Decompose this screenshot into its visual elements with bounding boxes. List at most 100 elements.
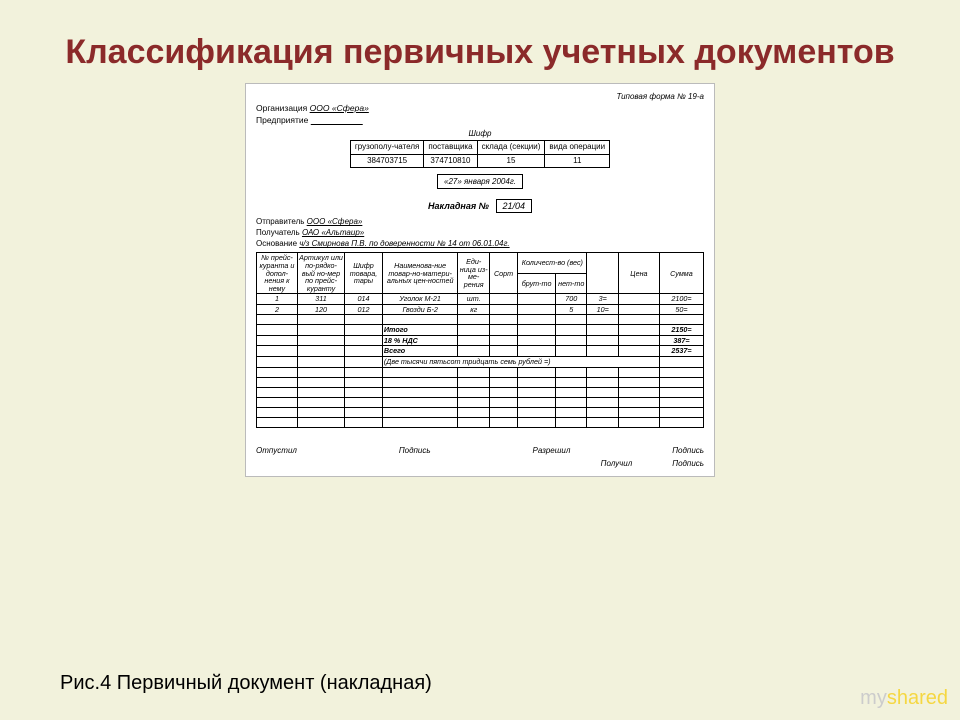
table-cell: 3= (587, 294, 618, 305)
basis-line: Основание ч/з Смирнова П.В. по доверенно… (256, 239, 704, 248)
table-cell (659, 407, 703, 417)
cipher-v2: 15 (477, 154, 545, 168)
table-cell (489, 407, 517, 417)
table-cell (345, 315, 383, 325)
table-cell (556, 397, 587, 407)
table-cell (489, 294, 517, 305)
table-cell (297, 325, 344, 336)
col-header: Еди-ница из-ме-рения (458, 253, 489, 294)
table-cell (556, 367, 587, 377)
table-cell (518, 315, 556, 325)
recipient-value: ОАО «Альтаир» (302, 228, 364, 237)
table-cell: 700 (556, 294, 587, 305)
col-header: № прейс-куранта и допол-нения к нему (257, 253, 298, 294)
table-cell (489, 304, 517, 315)
table-cell: 012 (345, 304, 383, 315)
table-cell (659, 357, 703, 368)
table-cell (458, 346, 489, 357)
table-cell (345, 417, 383, 427)
org-value: ООО «Сфера» (310, 103, 369, 113)
table-cell (489, 367, 517, 377)
table-cell (659, 417, 703, 427)
table-cell (618, 407, 659, 417)
released-value: Подпись (399, 446, 431, 455)
table-cell (297, 357, 344, 368)
figure-caption: Рис.4 Первичный документ (накладная) (60, 672, 432, 695)
subtotal-label: 18 % НДС (382, 335, 458, 346)
table-cell (489, 397, 517, 407)
org-label: Организация (256, 103, 307, 113)
table-cell: шт. (458, 294, 489, 305)
table-cell (518, 325, 556, 336)
table-cell (345, 335, 383, 346)
table-cell (345, 346, 383, 357)
basis-value: ч/з Смирнова П.В. по доверенности № 14 о… (299, 239, 509, 248)
table-cell (489, 315, 517, 325)
table-cell: 1 (257, 294, 298, 305)
table-cell (518, 367, 556, 377)
sender-line: Отправитель ООО «Сфера» (256, 217, 704, 226)
table-cell (257, 315, 298, 325)
table-cell (458, 335, 489, 346)
table-cell (556, 407, 587, 417)
nakl-number: 21/04 (496, 199, 533, 213)
table-cell: 014 (345, 294, 383, 305)
allowed-value: Подпись (672, 446, 704, 455)
table-cell (345, 397, 383, 407)
cipher-title: Шифр (256, 129, 704, 138)
table-cell (257, 346, 298, 357)
table-cell (618, 294, 659, 305)
cipher-v0: 384703715 (350, 154, 423, 168)
table-cell (518, 304, 556, 315)
signature-row-1: Отпустил Подпись Разрешил Подпись (256, 446, 704, 455)
table-cell (587, 315, 618, 325)
nakladnaya-line: Накладная № 21/04 (256, 199, 704, 213)
table-cell (659, 367, 703, 377)
table-cell (257, 357, 298, 368)
nakl-label: Накладная № (428, 201, 489, 211)
table-cell (556, 335, 587, 346)
table-cell (518, 294, 556, 305)
table-cell (587, 346, 618, 357)
received-label: Получил (601, 459, 633, 468)
table-cell (458, 397, 489, 407)
subtotal-sum: 387= (659, 335, 703, 346)
document-scan: Типовая форма № 19-а Организация ООО «Сф… (245, 83, 715, 477)
cipher-h2: склада (секции) (477, 140, 545, 154)
table-cell (618, 387, 659, 397)
watermark: myshared (860, 687, 948, 710)
table-cell (345, 377, 383, 387)
table-cell (587, 397, 618, 407)
cipher-block: Шифр грузополу-чателя поставщика склада … (256, 129, 704, 169)
table-cell: 50= (659, 304, 703, 315)
table-cell (382, 377, 458, 387)
col-header-blank (587, 253, 618, 294)
table-cell (518, 346, 556, 357)
table-cell (659, 377, 703, 387)
table-cell (556, 315, 587, 325)
table-cell (257, 397, 298, 407)
table-cell (659, 387, 703, 397)
table-cell (382, 387, 458, 397)
table-cell (458, 417, 489, 427)
table-cell (257, 407, 298, 417)
table-cell: 10= (587, 304, 618, 315)
col-header-qty: Количест-во (вес) (518, 253, 587, 273)
table-cell (345, 387, 383, 397)
table-cell (556, 346, 587, 357)
table-cell: 2 (257, 304, 298, 315)
table-cell (618, 397, 659, 407)
recipient-line: Получатель ОАО «Альтаир» (256, 228, 704, 237)
subtotal-sum: 2537= (659, 346, 703, 357)
table-cell (489, 325, 517, 336)
org-line: Организация ООО «Сфера» (256, 103, 704, 113)
table-cell (382, 367, 458, 377)
table-cell (618, 315, 659, 325)
cipher-h1: поставщика (424, 140, 477, 154)
col-header: Сумма (659, 253, 703, 294)
table-cell (489, 335, 517, 346)
cipher-table: грузополу-чателя поставщика склада (секц… (350, 140, 610, 169)
table-cell (518, 335, 556, 346)
table-cell: 5 (556, 304, 587, 315)
table-cell: Гвозди Б-2 (382, 304, 458, 315)
